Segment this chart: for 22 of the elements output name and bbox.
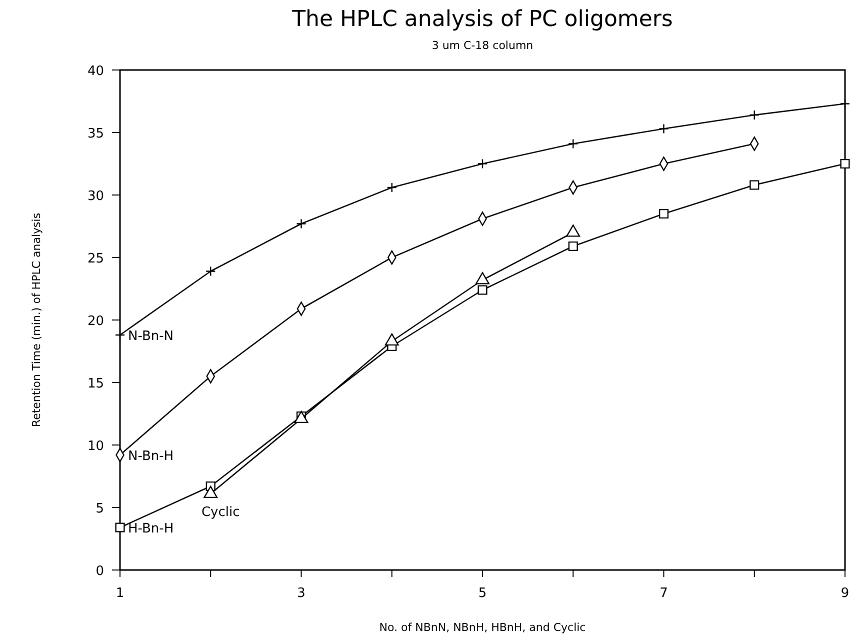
y-tick-label: 30 — [87, 189, 104, 204]
y-tick-label: 15 — [87, 376, 104, 392]
x-tick-label: 5 — [478, 586, 487, 601]
series-label: H-Bn-H — [128, 522, 174, 536]
y-tick-label: 40 — [87, 64, 104, 79]
series-label: Cyclic — [201, 504, 240, 520]
x-tick-label: 9 — [840, 586, 850, 601]
y-tick-label: 5 — [96, 502, 104, 516]
x-axis-title: No. of NBnN, NBnH, HBnH, and Cyclic — [379, 621, 586, 634]
chart-title: The HPLC analysis of PC oligomers — [291, 7, 673, 32]
y-tick-label: 35 — [87, 126, 104, 142]
y-tick-label: 10 — [87, 439, 104, 454]
x-tick-label: 7 — [660, 586, 668, 601]
y-axis-title: Retention Time (min.) of HPLC analysis — [30, 212, 43, 428]
series-label: N-Bn-N — [128, 329, 174, 344]
y-tick-label: 20 — [87, 314, 104, 329]
series-label: N-Bn-H — [128, 449, 174, 464]
y-tick-label: 25 — [87, 252, 104, 266]
x-tick-label: 3 — [297, 586, 306, 601]
y-tick-label: 0 — [96, 564, 104, 579]
x-tick-label: 1 — [116, 586, 124, 601]
chart-subtitle: 3 um C-18 column — [432, 39, 534, 52]
